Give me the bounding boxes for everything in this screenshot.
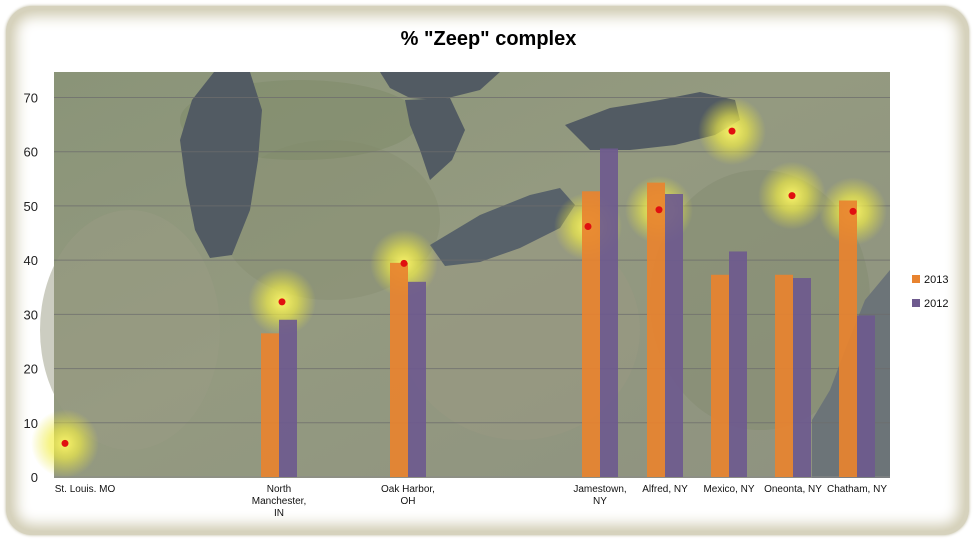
y-tick-label: 70 xyxy=(24,91,38,106)
x-tick-label-line: OH xyxy=(401,496,416,507)
overlay-point xyxy=(584,223,592,231)
x-tick-label: Oak Harbor, OH xyxy=(381,484,435,507)
bar xyxy=(857,315,875,477)
legend-label: 2013 xyxy=(924,274,948,286)
y-tick-label: 60 xyxy=(24,145,38,160)
bar xyxy=(775,274,793,477)
y-tick-label: 0 xyxy=(31,470,38,485)
x-tick-label-line: Oak Harbor, xyxy=(381,484,435,495)
y-tick-label: 30 xyxy=(24,307,38,322)
bar xyxy=(600,148,618,477)
overlay-point xyxy=(788,192,796,200)
x-tick-label-line: North xyxy=(267,484,291,495)
bar xyxy=(390,262,408,477)
x-axis: St. Louis. MO North Manchester, IN Oak Harbo… xyxy=(55,484,888,519)
bars xyxy=(261,148,875,477)
bar xyxy=(279,319,297,477)
x-tick-label: Chatham, NY xyxy=(827,484,887,495)
x-tick-label: Mexico, NY xyxy=(703,484,754,495)
x-tick-label-line: Chatham, NY xyxy=(827,484,887,495)
y-tick-label: 20 xyxy=(24,362,38,377)
x-tick-label-line: Jamestown, xyxy=(573,484,626,495)
x-tick-label: Oneonta, NY xyxy=(764,484,822,495)
x-tick-label-line: Alfred, NY xyxy=(642,484,688,495)
bar xyxy=(647,182,665,477)
legend: 2013 2012 xyxy=(912,274,948,310)
overlay-point xyxy=(400,259,408,267)
x-tick-label: Alfred, NY xyxy=(642,484,688,495)
chart-title: % "Zeep" complex xyxy=(400,28,577,50)
overlay-point xyxy=(61,439,69,447)
overlay-point xyxy=(849,207,857,215)
x-tick-label: St. Louis. MO xyxy=(55,484,116,495)
gridlines xyxy=(54,97,890,478)
bar xyxy=(582,191,600,477)
legend-swatch xyxy=(912,275,920,283)
y-axis: 0 10 20 30 40 50 60 70 xyxy=(24,91,38,486)
overlay-points xyxy=(61,127,857,447)
bar xyxy=(408,281,426,477)
x-tick-label-line: St. Louis. MO xyxy=(55,484,116,495)
overlay-point xyxy=(728,127,736,135)
bar xyxy=(839,200,857,477)
bar xyxy=(261,333,279,477)
overlay-point xyxy=(278,298,286,306)
x-tick-label-line: Mexico, NY xyxy=(703,484,754,495)
y-tick-label: 50 xyxy=(24,199,38,214)
x-tick-label-line: NY xyxy=(593,496,607,507)
bar xyxy=(711,274,729,477)
legend-swatch xyxy=(912,299,920,307)
x-tick-label-line: IN xyxy=(274,508,284,519)
bar xyxy=(793,278,811,477)
y-tick-label: 10 xyxy=(24,416,38,431)
x-tick-label-line: Manchester, xyxy=(252,496,306,507)
y-tick-label: 40 xyxy=(24,253,38,268)
overlay-point xyxy=(655,206,663,214)
bar xyxy=(665,194,683,477)
x-tick-label-line: Oneonta, NY xyxy=(764,484,822,495)
legend-label: 2012 xyxy=(924,298,948,310)
x-tick-label: North Manchester, IN xyxy=(252,484,306,519)
bar xyxy=(729,251,747,477)
x-tick-label: Jamestown, NY xyxy=(573,484,626,507)
